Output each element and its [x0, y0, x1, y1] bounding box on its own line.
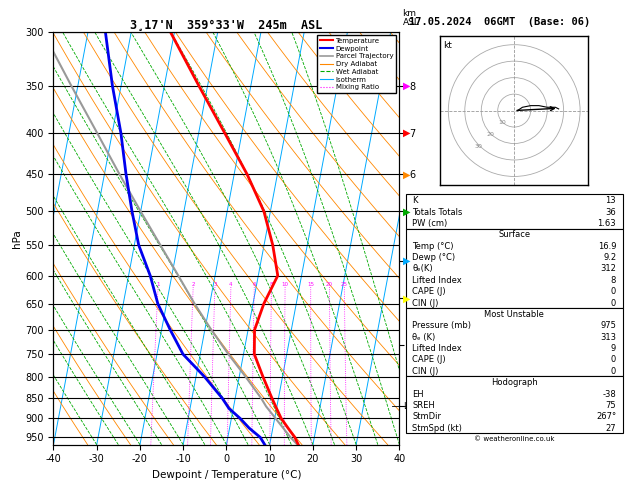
X-axis label: Dewpoint / Temperature (°C): Dewpoint / Temperature (°C) [152, 470, 301, 480]
Bar [406, 228, 623, 308]
Text: 10: 10 [498, 120, 506, 125]
Text: ▶: ▶ [403, 256, 410, 266]
Text: Temp (°C): Temp (°C) [412, 242, 454, 251]
Text: 975: 975 [600, 321, 616, 330]
Title: 3¸17'N  359°33'W  245m  ASL: 3¸17'N 359°33'W 245m ASL [130, 18, 323, 32]
Text: K: K [412, 196, 418, 205]
Bar [406, 194, 623, 228]
Text: ▶: ▶ [403, 128, 410, 138]
Text: Pressure (mb): Pressure (mb) [412, 321, 471, 330]
Text: Totals Totals: Totals Totals [412, 208, 462, 217]
Text: 0: 0 [611, 298, 616, 308]
Text: 4: 4 [229, 282, 233, 287]
Text: 36: 36 [606, 208, 616, 217]
Text: km
ASL: km ASL [403, 9, 420, 27]
Text: ▶: ▶ [403, 294, 410, 303]
Text: 313: 313 [600, 333, 616, 342]
Text: 8: 8 [270, 282, 273, 287]
Text: CIN (J): CIN (J) [412, 367, 438, 376]
Text: 13: 13 [606, 196, 616, 205]
Text: LCL: LCL [404, 402, 419, 411]
Text: 16.9: 16.9 [598, 242, 616, 251]
Text: 1: 1 [156, 282, 160, 287]
Text: 30: 30 [475, 144, 482, 149]
Text: 0: 0 [611, 287, 616, 296]
Text: CAPE (J): CAPE (J) [412, 355, 446, 364]
Text: 75: 75 [606, 401, 616, 410]
Text: 312: 312 [600, 264, 616, 274]
Text: -38: -38 [603, 390, 616, 399]
Text: 1.63: 1.63 [598, 219, 616, 228]
Text: 8: 8 [611, 276, 616, 285]
Text: CAPE (J): CAPE (J) [412, 287, 446, 296]
Text: Surface: Surface [498, 230, 530, 239]
Text: StmDir: StmDir [412, 412, 441, 421]
Text: θₑ (K): θₑ (K) [412, 333, 435, 342]
Y-axis label: hPa: hPa [13, 229, 23, 247]
Text: θₑ(K): θₑ(K) [412, 264, 433, 274]
Text: Lifted Index: Lifted Index [412, 276, 462, 285]
Text: SREH: SREH [412, 401, 435, 410]
Text: 6: 6 [252, 282, 256, 287]
Legend: Temperature, Dewpoint, Parcel Trajectory, Dry Adiabat, Wet Adiabat, Isotherm, Mi: Temperature, Dewpoint, Parcel Trajectory… [318, 35, 396, 93]
Text: 0: 0 [611, 367, 616, 376]
Text: Lifted Index: Lifted Index [412, 344, 462, 353]
Text: Hodograph: Hodograph [491, 378, 538, 387]
Text: ▶: ▶ [403, 169, 410, 179]
Text: StmSpd (kt): StmSpd (kt) [412, 424, 462, 433]
Text: CIN (J): CIN (J) [412, 298, 438, 308]
Bar [406, 377, 623, 434]
Text: 2: 2 [191, 282, 195, 287]
Text: 27: 27 [606, 424, 616, 433]
Bar [406, 308, 623, 377]
Text: 25: 25 [341, 282, 348, 287]
Text: PW (cm): PW (cm) [412, 219, 447, 228]
Text: 20: 20 [326, 282, 333, 287]
Text: © weatheronline.co.uk: © weatheronline.co.uk [474, 436, 554, 442]
Text: Most Unstable: Most Unstable [484, 310, 544, 319]
Text: 3: 3 [213, 282, 216, 287]
Text: 15: 15 [307, 282, 314, 287]
Text: 9: 9 [611, 344, 616, 353]
Text: 10: 10 [282, 282, 289, 287]
Text: Dewp (°C): Dewp (°C) [412, 253, 455, 262]
Text: 267°: 267° [596, 412, 616, 421]
Text: 9.2: 9.2 [603, 253, 616, 262]
Text: 20: 20 [487, 132, 494, 137]
Text: 17.05.2024  06GMT  (Base: 06): 17.05.2024 06GMT (Base: 06) [409, 17, 590, 27]
Text: kt: kt [443, 41, 452, 50]
Text: 0: 0 [611, 355, 616, 364]
Text: EH: EH [412, 390, 424, 399]
Text: ▶: ▶ [403, 207, 410, 216]
Text: ▶: ▶ [403, 81, 410, 91]
